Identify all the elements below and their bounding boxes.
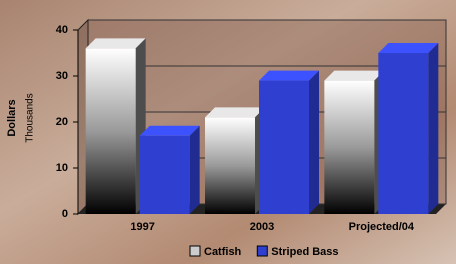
bar-top: [324, 71, 384, 81]
bar-side: [309, 71, 319, 214]
legend-swatch: [257, 246, 267, 256]
bar-top: [378, 43, 438, 53]
bar-top: [259, 71, 319, 81]
y-tick-label: 10: [56, 162, 68, 174]
bar-top: [140, 126, 200, 136]
bar-top: [205, 107, 265, 117]
bar: [259, 81, 309, 214]
bar-side: [428, 43, 438, 214]
y-axis-sublabel: Thousands: [25, 93, 36, 142]
bar: [205, 117, 255, 214]
y-tick-label: 0: [62, 208, 68, 220]
bar: [324, 81, 374, 214]
chart: Dollars Thousands 0 10 20 30 40 1997 2003 Proje…: [0, 0, 456, 264]
legend-label: Striped Bass: [271, 246, 338, 258]
x-tick-label: 2003: [250, 221, 274, 233]
y-tick-label: 40: [56, 24, 68, 36]
bar: [140, 136, 190, 214]
y-axis-label: Dollars: [6, 99, 18, 136]
bar-top: [86, 38, 146, 48]
x-tick-label: Projected/04: [349, 221, 415, 233]
legend-label: Catfish: [204, 246, 242, 258]
bar-side: [190, 126, 200, 214]
y-tick-label: 30: [56, 70, 68, 82]
bar: [378, 53, 428, 214]
legend-swatch: [190, 246, 200, 256]
bar: [86, 48, 136, 214]
x-tick-label: 1997: [130, 221, 154, 233]
y-tick-label: 20: [56, 116, 68, 128]
